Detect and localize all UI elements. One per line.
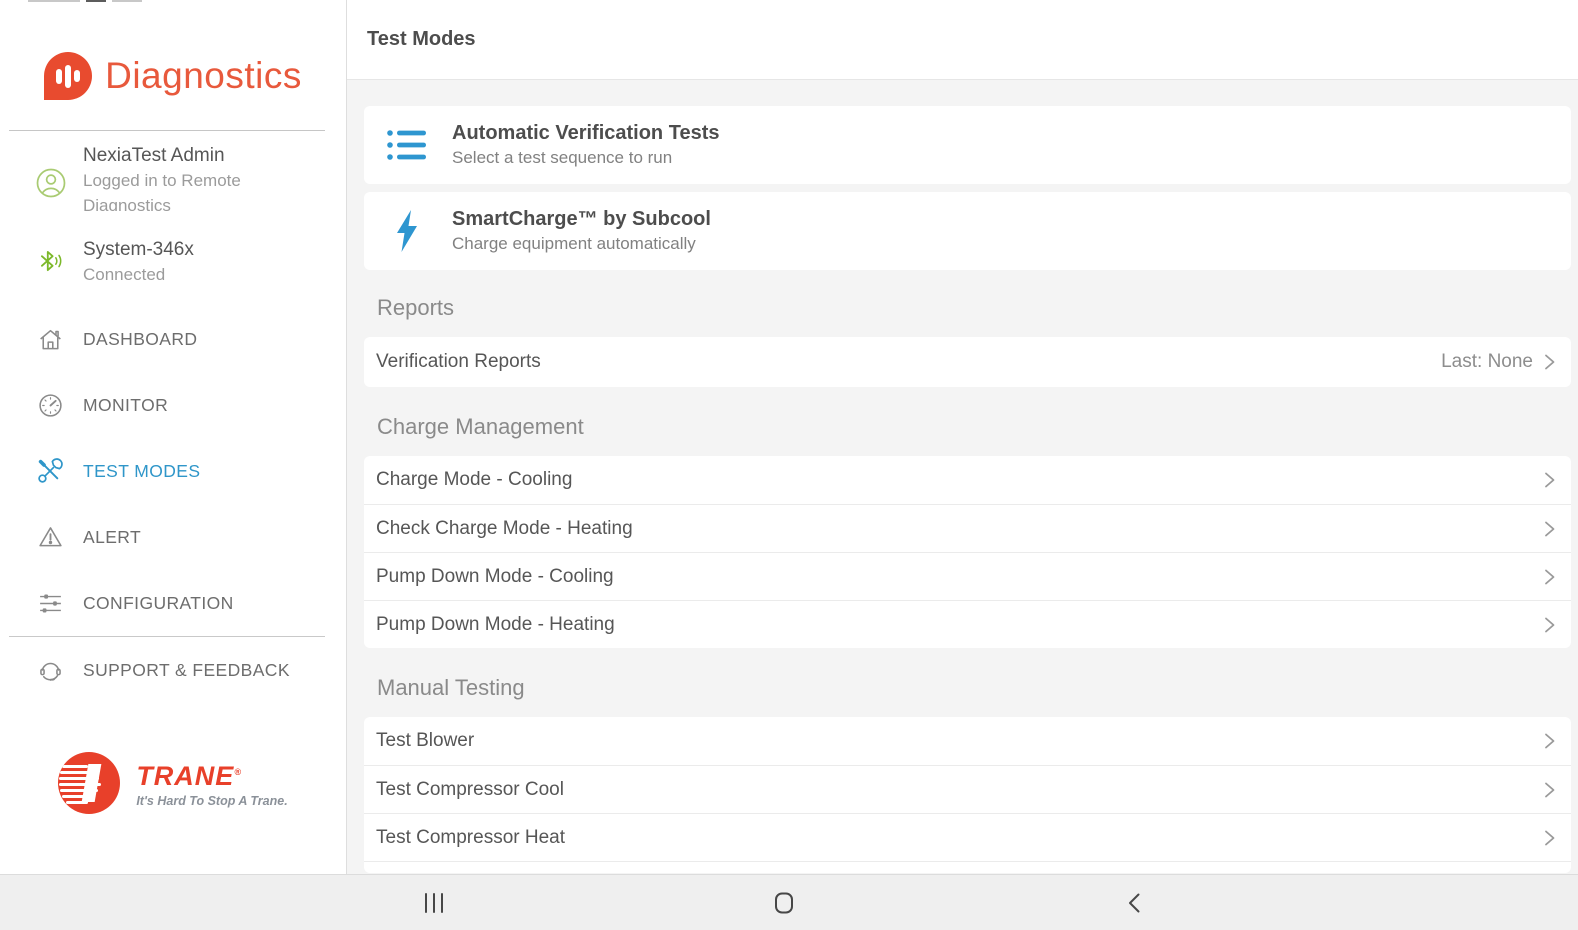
sidebar-item-label: TEST MODES [83, 460, 201, 481]
warning-icon [36, 524, 64, 551]
headset-icon [36, 657, 64, 684]
checklist-icon [384, 127, 430, 163]
main-panel: Test Modes Automatic Verification Tests … [347, 0, 1578, 874]
device-connection: Connected [83, 265, 166, 284]
trane-wordmark: TRANE® [136, 761, 242, 791]
status-bar-remnant [28, 0, 148, 3]
device-name: System-346x [83, 239, 194, 260]
lightning-bolt-icon [384, 209, 430, 253]
user-profile[interactable]: NexiaTest Admin Logged in to Remote Diag… [36, 144, 255, 211]
gauge-icon [36, 392, 64, 419]
bluetooth-icon [36, 246, 66, 287]
row-label: Pump Down Mode - Cooling [376, 565, 614, 587]
app-logo-text: Diagnostics [105, 55, 302, 96]
main-header: Test Modes [347, 0, 1578, 80]
sidebar-item-dashboard[interactable]: DASHBOARD [0, 306, 346, 372]
sidebar-divider [9, 636, 325, 637]
home-icon [775, 892, 793, 913]
android-navigation-bar [0, 874, 1578, 930]
back-icon [1129, 893, 1140, 912]
test-compressor-cool-row[interactable]: Test Compressor Cool [364, 765, 1571, 813]
verification-reports-row[interactable]: Verification Reports Last: None [364, 337, 1571, 387]
trane-brand: TRANE® It's Hard To Stop A Trane. [0, 752, 346, 814]
card-title: Automatic Verification Tests [452, 122, 720, 144]
card-subtitle: Charge equipment automatically [452, 234, 696, 253]
check-charge-mode-heating-row[interactable]: Check Charge Mode - Heating [364, 504, 1571, 552]
back-button[interactable] [1107, 875, 1163, 930]
smartcharge-card[interactable]: SmartCharge™ by Subcool Charge equipment… [364, 192, 1571, 270]
list-row-partial [364, 861, 1571, 873]
chevron-right-icon [1545, 521, 1555, 536]
sidebar: Diagnostics NexiaTest Admin Logged in to… [0, 0, 347, 874]
test-compressor-heat-row[interactable]: Test Compressor Heat [364, 813, 1571, 861]
row-detail: Last: None [1441, 351, 1533, 372]
sidebar-item-support-feedback[interactable]: SUPPORT & FEEDBACK [0, 637, 346, 703]
test-modes-content: Automatic Verification Tests Select a te… [347, 80, 1578, 873]
charge-management-list: Charge Mode - Cooling Check Charge Mode … [364, 456, 1571, 648]
chevron-right-icon [1545, 617, 1555, 632]
home-button[interactable] [756, 875, 812, 930]
row-label: Charge Mode - Cooling [376, 469, 573, 490]
device-status[interactable]: System-346x Connected [36, 238, 194, 287]
charge-mode-cooling-row[interactable]: Charge Mode - Cooling [364, 456, 1571, 504]
app-logo: Diagnostics [0, 52, 346, 100]
sidebar-nav: DASHBOARD MONITOR [0, 306, 346, 703]
sidebar-item-configuration[interactable]: CONFIGURATION [0, 570, 346, 636]
manual-testing-list: Test Blower Test Compressor Cool Test Co… [364, 717, 1571, 873]
section-heading-charge-management: Charge Management [377, 414, 584, 439]
registered-mark: ® [234, 767, 242, 777]
card-subtitle: Select a test sequence to run [452, 148, 673, 167]
row-label: Test Compressor Heat [376, 826, 566, 848]
sidebar-divider [9, 130, 325, 131]
sidebar-item-label: DASHBOARD [83, 328, 198, 349]
pump-down-mode-cooling-row[interactable]: Pump Down Mode - Cooling [364, 552, 1571, 600]
user-name: NexiaTest Admin [83, 145, 225, 166]
sidebar-item-alert[interactable]: ALERT [0, 504, 346, 570]
sidebar-item-label: CONFIGURATION [83, 592, 234, 613]
sidebar-item-label: SUPPORT & FEEDBACK [83, 659, 290, 680]
trane-logo-icon [58, 752, 121, 814]
row-label: Test Compressor Cool [376, 778, 564, 800]
row-label: Check Charge Mode - Heating [376, 517, 633, 539]
home-icon [36, 326, 64, 353]
trane-tagline: It's Hard To Stop A Trane. [136, 794, 288, 808]
chevron-right-icon [1545, 782, 1555, 797]
test-blower-row[interactable]: Test Blower [364, 717, 1571, 765]
tools-icon [36, 457, 64, 485]
reports-list: Verification Reports Last: None [364, 337, 1571, 387]
diagnostics-logo-icon [44, 52, 93, 100]
section-heading-reports: Reports [377, 295, 455, 320]
user-avatar-icon [36, 168, 66, 211]
chevron-right-icon [1545, 733, 1555, 749]
page-title: Test Modes [367, 28, 476, 50]
row-label: Verification Reports [376, 351, 541, 372]
chevron-right-icon [1545, 354, 1555, 370]
section-heading-manual-testing: Manual Testing [377, 675, 525, 700]
recents-icon [425, 892, 443, 913]
automatic-verification-tests-card[interactable]: Automatic Verification Tests Select a te… [364, 106, 1571, 184]
row-label: Pump Down Mode - Heating [376, 613, 615, 635]
chevron-right-icon [1545, 830, 1555, 845]
user-status: Logged in to Remote Diagnostics [83, 171, 241, 211]
card-title: SmartCharge™ by Subcool [452, 208, 711, 230]
chevron-right-icon [1545, 569, 1555, 584]
sliders-icon [36, 590, 64, 617]
recents-button[interactable] [406, 875, 462, 930]
pump-down-mode-heating-row[interactable]: Pump Down Mode - Heating [364, 600, 1571, 648]
sidebar-item-label: ALERT [83, 526, 142, 547]
row-label: Test Blower [376, 730, 475, 751]
sidebar-item-test-modes[interactable]: TEST MODES [0, 438, 346, 504]
chevron-right-icon [1545, 472, 1555, 488]
sidebar-item-monitor[interactable]: MONITOR [0, 372, 346, 438]
sidebar-item-label: MONITOR [83, 394, 169, 415]
